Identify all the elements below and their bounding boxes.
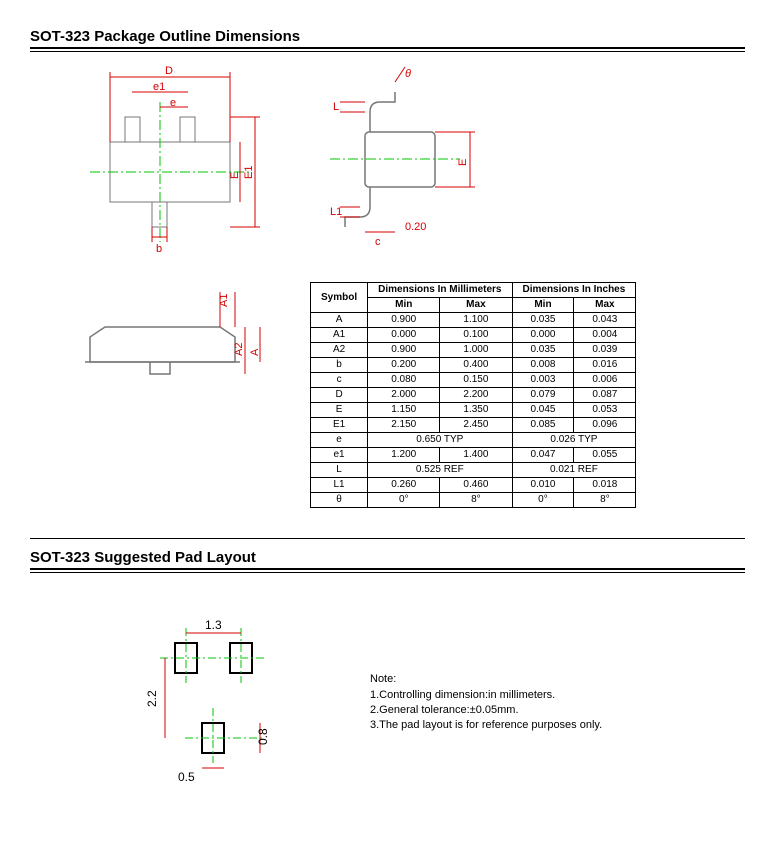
table-row: E1.1501.3500.0450.053 bbox=[311, 403, 636, 418]
cell: 0.079 bbox=[512, 388, 574, 403]
section1-title: SOT-323 Package Outline Dimensions bbox=[30, 28, 745, 45]
cell: 1.000 bbox=[440, 343, 512, 358]
label-A: A bbox=[249, 348, 261, 356]
table-row: b0.2000.4000.0080.016 bbox=[311, 358, 636, 373]
table-row: c0.0800.1500.0030.006 bbox=[311, 373, 636, 388]
pad-layout-diagram: 1.3 2.2 0.8 0.5 bbox=[130, 613, 310, 793]
cell: 0.039 bbox=[574, 343, 636, 358]
pad-dim-05: 0.5 bbox=[178, 770, 195, 784]
table-row: e1 1.2001.400 0.0470.055 bbox=[311, 448, 636, 463]
cell: 0.003 bbox=[512, 373, 574, 388]
cell: 0.016 bbox=[574, 358, 636, 373]
cell: D bbox=[311, 388, 368, 403]
divider bbox=[30, 568, 745, 570]
top-view-diagram: D e1 e b E E1 bbox=[70, 62, 270, 262]
divider bbox=[30, 538, 745, 539]
cell: 0.004 bbox=[574, 328, 636, 343]
label-E: E bbox=[229, 172, 241, 179]
cell: 0.900 bbox=[368, 343, 440, 358]
label-L1: L1 bbox=[330, 206, 342, 218]
cell: 0.080 bbox=[368, 373, 440, 388]
pad-dim-22: 2.2 bbox=[145, 690, 159, 707]
label-E-side: E bbox=[457, 159, 469, 166]
label-020: 0.20 bbox=[405, 221, 426, 233]
cell: E1 bbox=[311, 418, 368, 433]
label-theta: θ bbox=[405, 68, 411, 80]
cell: 0.006 bbox=[574, 373, 636, 388]
cell: 2.200 bbox=[440, 388, 512, 403]
table-row: L1 0.2600.460 0.0100.018 bbox=[311, 478, 636, 493]
label-D: D bbox=[165, 65, 173, 77]
cell: 0.000 bbox=[368, 328, 440, 343]
cell: 2.000 bbox=[368, 388, 440, 403]
table-row: θ 0°8° 0°8° bbox=[311, 493, 636, 508]
cell: 0.035 bbox=[512, 343, 574, 358]
cell: 0.053 bbox=[574, 403, 636, 418]
dimensions-table: Symbol Dimensions In Millimeters Dimensi… bbox=[310, 282, 636, 508]
notes-block: Note: 1.Controlling dimension:in millime… bbox=[370, 672, 602, 734]
height-view-diagram: A1 A2 A bbox=[70, 282, 280, 402]
cell: E bbox=[311, 403, 368, 418]
cell: 2.450 bbox=[440, 418, 512, 433]
cell: 0.087 bbox=[574, 388, 636, 403]
cell: 0.096 bbox=[574, 418, 636, 433]
cell: b bbox=[311, 358, 368, 373]
cell: 0.008 bbox=[512, 358, 574, 373]
divider bbox=[30, 51, 745, 52]
pad-dim-08: 0.8 bbox=[256, 728, 270, 745]
cell: A2 bbox=[311, 343, 368, 358]
top-diagrams: D e1 e b E E1 θ L bbox=[70, 62, 745, 262]
table-row: D2.0002.2000.0790.087 bbox=[311, 388, 636, 403]
table-row: A0.9001.1000.0350.043 bbox=[311, 313, 636, 328]
cell: 0.043 bbox=[574, 313, 636, 328]
label-A2: A2 bbox=[233, 343, 245, 356]
label-L: L bbox=[333, 101, 339, 113]
cell: A bbox=[311, 313, 368, 328]
th-min: Min bbox=[512, 298, 574, 313]
label-b: b bbox=[156, 243, 162, 255]
divider bbox=[30, 572, 745, 573]
note-line: 2.General tolerance:±0.05mm. bbox=[370, 703, 602, 718]
cell: 0.085 bbox=[512, 418, 574, 433]
table-row: A20.9001.0000.0350.039 bbox=[311, 343, 636, 358]
label-c: c bbox=[375, 236, 381, 248]
notes-title: Note: bbox=[370, 672, 602, 687]
cell: 2.150 bbox=[368, 418, 440, 433]
cell: 0.035 bbox=[512, 313, 574, 328]
cell: 1.350 bbox=[440, 403, 512, 418]
label-A1: A1 bbox=[218, 294, 230, 307]
cell: 0.150 bbox=[440, 373, 512, 388]
cell: 0.900 bbox=[368, 313, 440, 328]
th-mm: Dimensions In Millimeters bbox=[368, 283, 512, 298]
note-line: 1.Controlling dimension:in millimeters. bbox=[370, 688, 602, 703]
table-row: L 0.525 REF 0.021 REF bbox=[311, 463, 636, 478]
label-e1: e1 bbox=[153, 81, 165, 93]
th-in: Dimensions In Inches bbox=[512, 283, 636, 298]
cell: 0.000 bbox=[512, 328, 574, 343]
pad-dim-13: 1.3 bbox=[205, 618, 222, 632]
cell: 1.150 bbox=[368, 403, 440, 418]
th-max: Max bbox=[574, 298, 636, 313]
cell: 0.045 bbox=[512, 403, 574, 418]
cell: 1.100 bbox=[440, 313, 512, 328]
cell: 0.100 bbox=[440, 328, 512, 343]
cell: c bbox=[311, 373, 368, 388]
side-view-diagram: θ L L1 c 0.20 E bbox=[310, 62, 510, 262]
table-row: E12.1502.4500.0850.096 bbox=[311, 418, 636, 433]
table-row: e 0.650 TYP 0.026 TYP bbox=[311, 433, 636, 448]
divider bbox=[30, 47, 745, 49]
th-symbol: Symbol bbox=[311, 283, 368, 313]
cell: 0.200 bbox=[368, 358, 440, 373]
label-E1: E1 bbox=[243, 166, 255, 179]
table-row: A10.0000.1000.0000.004 bbox=[311, 328, 636, 343]
section2-title: SOT-323 Suggested Pad Layout bbox=[30, 549, 745, 566]
cell: 0.400 bbox=[440, 358, 512, 373]
th-max: Max bbox=[440, 298, 512, 313]
label-e: e bbox=[170, 97, 176, 109]
th-min: Min bbox=[368, 298, 440, 313]
note-line: 3.The pad layout is for reference purpos… bbox=[370, 718, 602, 733]
cell: A1 bbox=[311, 328, 368, 343]
